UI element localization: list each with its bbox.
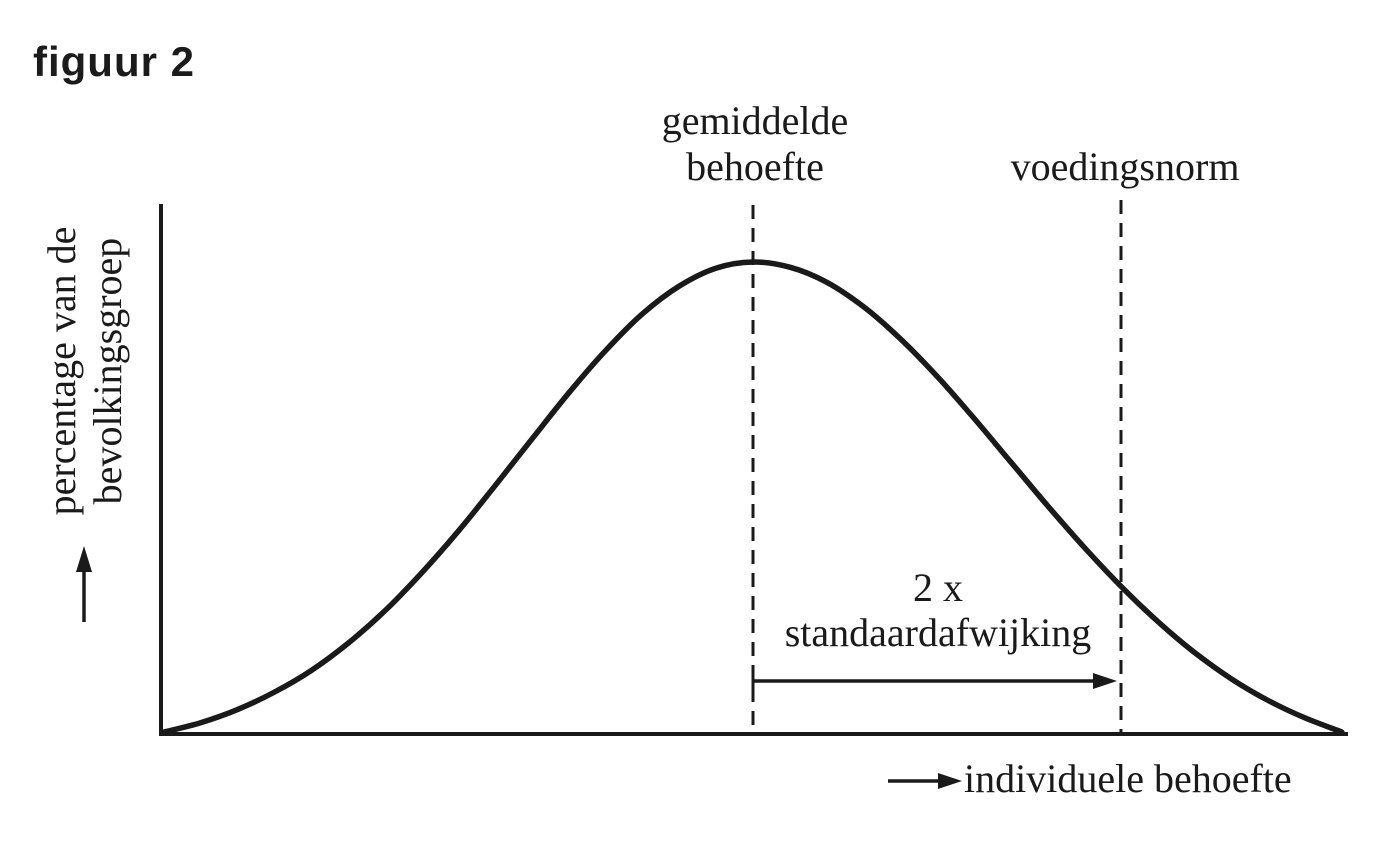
norm-line-label: voedingsnorm	[1010, 144, 1240, 189]
y-axis-label: percentage van de bevolkingsgroep	[39, 226, 130, 516]
sd-arrow-head-icon	[1093, 673, 1117, 689]
mean-line-label: gemiddelde behoefte	[661, 98, 849, 189]
figure-title: figuur 2	[33, 38, 195, 85]
sd-span-label: 2 x standaardafwijking	[784, 565, 1092, 655]
x-axis-label: individuele behoefte	[964, 756, 1292, 801]
right-arrow-icon	[938, 773, 962, 789]
sd-arrow	[751, 673, 1117, 689]
x-axis-arrow	[888, 773, 962, 789]
y-axis-arrow	[76, 546, 92, 622]
up-arrow-icon	[76, 546, 92, 572]
